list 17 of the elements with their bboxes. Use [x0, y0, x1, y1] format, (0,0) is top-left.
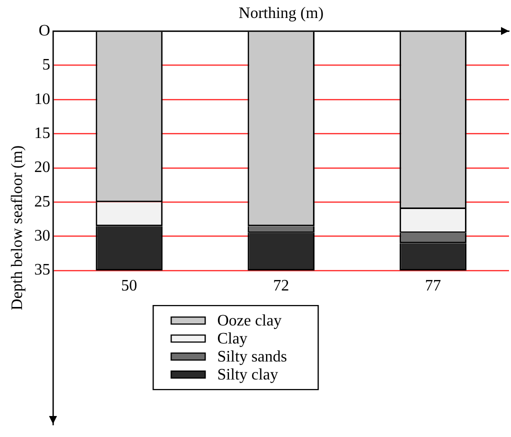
- y-tick-label: O: [38, 22, 50, 40]
- y-tick-label: 10: [34, 90, 50, 108]
- legend-label: Silty sands: [217, 348, 287, 366]
- legend-label: Ooze clay: [217, 312, 282, 330]
- y-tick-label: 15: [34, 124, 50, 142]
- x-tick-label: 50: [121, 278, 138, 295]
- y-tick-label: 5: [42, 56, 50, 74]
- x-tick-label: 72: [273, 278, 290, 295]
- y-tick-label: 30: [34, 228, 50, 245]
- y-axis-title: Depth below seafloor (m): [8, 145, 26, 310]
- legend-label: Silty clay: [217, 366, 278, 384]
- y-tick-label: 20: [34, 159, 50, 176]
- y-tick-label: 35: [34, 262, 50, 279]
- x-axis-title: Northing (m): [238, 4, 324, 22]
- x-tick-label: 77: [425, 278, 442, 295]
- y-tick-label: 25: [34, 193, 50, 210]
- legend-label: Clay: [217, 330, 248, 348]
